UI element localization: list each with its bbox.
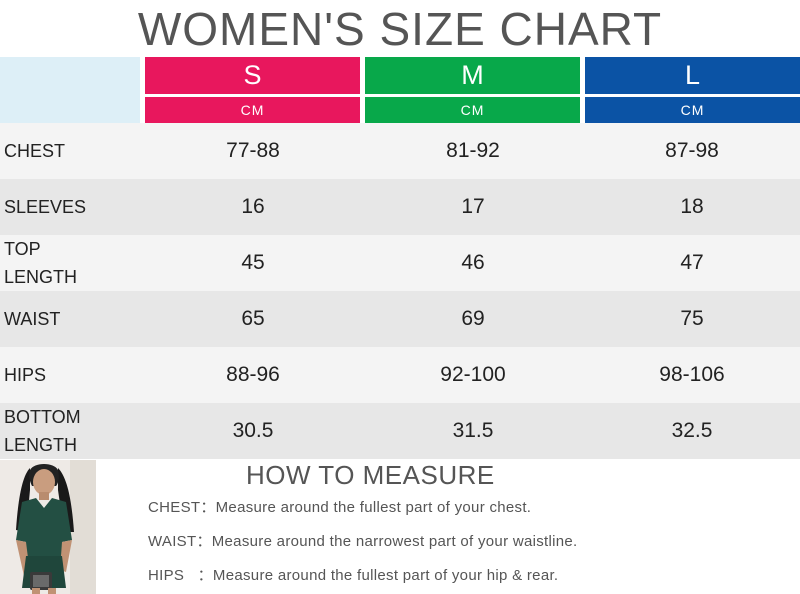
- cell-l: 87-98: [665, 139, 719, 162]
- cell-l: 18: [680, 195, 704, 218]
- cell-m: 92-100: [440, 363, 506, 386]
- row-label: WAIST: [4, 309, 61, 329]
- table-row-bottom-length: BOTTOM LENGTH 30.5 31.5 32.5: [0, 403, 800, 459]
- measure-text: Measure around the fullest part of your …: [215, 499, 532, 516]
- cell-m: 81-92: [446, 139, 500, 162]
- cell-s: 88-96: [226, 363, 280, 386]
- cell-s: 77-88: [226, 139, 280, 162]
- measure-hips-line: HIPS ：Measure around the fullest part of…: [148, 566, 558, 586]
- measure-text: Measure around the narrowest part of you…: [211, 533, 578, 550]
- measure-label: HIPS ：: [148, 567, 213, 584]
- cell-m: 69: [461, 307, 485, 330]
- cell-s: 65: [241, 307, 265, 330]
- cell-s: 16: [241, 195, 265, 218]
- measure-waist-line: WAIST：Measure around the narrowest part …: [148, 532, 578, 552]
- cell-m: 46: [461, 251, 485, 274]
- size-header-l: L: [585, 57, 800, 94]
- table-row-sleeves: SLEEVES 16 17 18: [0, 179, 800, 235]
- row-label: CHEST: [4, 141, 66, 161]
- model-photo: [0, 460, 96, 594]
- cell-l: 75: [680, 307, 704, 330]
- cell-s: 45: [241, 251, 265, 274]
- unit-header-s: CM: [145, 97, 360, 123]
- table-row-top-length: TOP LENGTH 45 46 47: [0, 235, 800, 291]
- cell-l: 47: [680, 251, 704, 274]
- table-row-hips: HIPS 88-96 92-100 98-106: [0, 347, 800, 403]
- row-label: SLEEVES: [4, 197, 87, 217]
- size-header-m: M: [365, 57, 580, 94]
- cell-l: 98-106: [659, 363, 725, 386]
- measure-chest-line: CHEST：Measure around the fullest part of…: [148, 498, 531, 518]
- row-label: TOP LENGTH: [4, 239, 78, 287]
- measure-label: WAIST：: [148, 533, 212, 550]
- measure-text: Measure around the fullest part of your …: [212, 567, 559, 584]
- row-label: BOTTOM LENGTH: [4, 407, 81, 455]
- cell-l: 32.5: [671, 419, 713, 442]
- header-corner: [0, 57, 140, 123]
- size-header-s: S: [145, 57, 360, 94]
- table-row-chest: CHEST 77-88 81-92 87-98: [0, 123, 800, 179]
- measure-label: CHEST：: [148, 499, 216, 516]
- table-row-waist: WAIST 65 69 75: [0, 291, 800, 347]
- page-title: WOMEN'S SIZE CHART: [137, 3, 663, 55]
- row-label: HIPS: [4, 365, 47, 385]
- cell-s: 30.5: [232, 419, 274, 442]
- unit-header-m: CM: [365, 97, 580, 123]
- cell-m: 31.5: [452, 419, 494, 442]
- cell-m: 17: [461, 195, 485, 218]
- unit-header-l: CM: [585, 97, 800, 123]
- how-to-measure-heading: HOW TO MEASURE: [246, 460, 495, 490]
